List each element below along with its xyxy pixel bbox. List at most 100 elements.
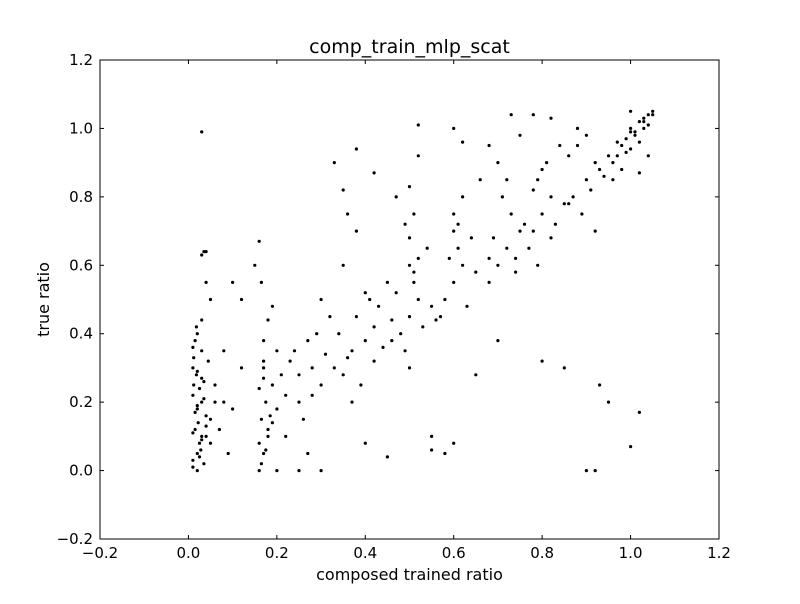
data-point — [412, 212, 416, 216]
data-point — [332, 366, 336, 370]
data-point — [615, 154, 619, 158]
data-point — [204, 280, 208, 284]
data-point — [611, 178, 615, 182]
data-point — [202, 380, 206, 384]
data-point — [545, 161, 549, 165]
data-point — [268, 414, 272, 418]
data-point — [354, 315, 358, 319]
data-point — [301, 417, 305, 421]
data-point — [262, 376, 266, 380]
data-point — [363, 441, 367, 445]
data-point — [297, 400, 301, 404]
data-point — [390, 339, 394, 343]
data-point — [266, 427, 270, 432]
data-point — [197, 386, 202, 391]
data-point — [257, 469, 261, 473]
data-point — [202, 397, 206, 401]
data-point — [518, 229, 522, 233]
data-point — [193, 427, 197, 432]
data-point — [620, 167, 624, 172]
data-point — [192, 383, 196, 387]
data-point — [602, 174, 606, 178]
data-point — [332, 161, 336, 165]
data-point — [518, 133, 522, 137]
data-point — [642, 116, 646, 120]
data-point — [253, 263, 257, 267]
data-point — [191, 366, 195, 370]
data-point — [629, 126, 633, 130]
data-point — [407, 236, 412, 240]
data-point — [328, 315, 332, 319]
data-point — [204, 424, 208, 428]
data-point — [259, 462, 263, 466]
data-point — [531, 229, 535, 233]
data-point — [191, 458, 195, 462]
data-point — [558, 143, 562, 148]
data-point — [399, 332, 403, 336]
data-point — [407, 185, 412, 189]
data-point — [438, 315, 443, 319]
data-point — [264, 448, 268, 452]
data-point — [202, 462, 206, 466]
x-tick-label: 1.0 — [619, 544, 643, 562]
data-point — [549, 116, 553, 120]
data-point — [642, 126, 646, 130]
data-point — [385, 280, 389, 284]
data-point — [527, 246, 531, 250]
data-point — [642, 120, 646, 124]
data-point — [208, 417, 213, 421]
data-point — [341, 263, 345, 267]
data-point — [310, 393, 314, 397]
data-point — [262, 366, 266, 370]
data-point — [549, 195, 553, 199]
plot-frame — [99, 59, 720, 540]
data-point — [199, 448, 203, 452]
y-tick-label: 0.2 — [69, 393, 93, 411]
data-point — [620, 143, 624, 148]
data-point — [226, 451, 230, 456]
data-point — [469, 236, 473, 240]
data-point — [213, 400, 217, 404]
data-point — [606, 400, 611, 404]
data-point — [200, 400, 204, 404]
data-point — [262, 359, 266, 363]
x-tick-label: 0.8 — [530, 544, 554, 562]
data-point — [474, 270, 478, 274]
data-point — [575, 143, 580, 148]
data-point — [465, 304, 469, 308]
data-point — [222, 400, 226, 404]
data-point — [536, 263, 540, 267]
data-point — [270, 421, 274, 425]
data-point — [567, 202, 571, 206]
data-point — [323, 352, 328, 356]
x-tick-label: 0.2 — [265, 544, 289, 562]
data-point — [487, 280, 491, 284]
data-point — [354, 229, 358, 233]
data-point — [505, 178, 509, 182]
data-point — [266, 434, 270, 438]
data-point — [200, 253, 204, 257]
data-point — [584, 178, 589, 182]
data-point — [346, 356, 350, 360]
data-point — [284, 434, 288, 438]
data-point — [197, 441, 202, 445]
data-point — [200, 349, 204, 353]
data-point — [275, 469, 279, 473]
data-point — [279, 373, 283, 377]
data-point — [284, 393, 288, 397]
data-point — [354, 147, 358, 151]
data-point — [257, 441, 261, 445]
data-point — [531, 113, 535, 117]
data-point — [297, 373, 301, 377]
data-point — [341, 373, 345, 377]
data-point — [239, 297, 244, 302]
data-point — [337, 332, 341, 336]
data-point — [478, 178, 482, 182]
data-point — [567, 154, 571, 158]
data-point — [562, 366, 566, 370]
data-point — [346, 212, 350, 216]
data-point — [259, 280, 263, 284]
x-tick-label: −0.2 — [82, 544, 118, 562]
data-point — [222, 349, 226, 353]
